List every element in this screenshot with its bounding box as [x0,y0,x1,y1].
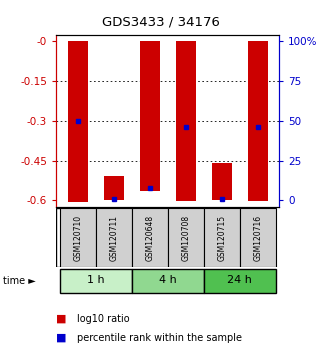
FancyBboxPatch shape [132,208,168,267]
FancyBboxPatch shape [204,208,240,267]
Text: time ►: time ► [3,276,36,286]
Bar [176,41,195,201]
Text: GDS3433 / 34176: GDS3433 / 34176 [101,16,220,29]
FancyBboxPatch shape [60,269,132,293]
FancyBboxPatch shape [132,269,204,293]
Bar [212,163,231,200]
FancyBboxPatch shape [204,269,276,293]
FancyBboxPatch shape [240,208,276,267]
Text: GSM120715: GSM120715 [217,215,226,261]
Text: GSM120711: GSM120711 [109,215,118,261]
Bar [104,177,124,200]
Text: ■: ■ [56,314,67,324]
FancyBboxPatch shape [56,208,272,267]
Text: GSM120708: GSM120708 [181,215,190,261]
Text: GSM120710: GSM120710 [73,215,82,261]
Text: 4 h: 4 h [159,275,177,285]
Text: GSM120648: GSM120648 [145,215,154,261]
FancyBboxPatch shape [168,208,204,267]
FancyBboxPatch shape [96,208,132,267]
FancyBboxPatch shape [60,208,96,267]
Text: percentile rank within the sample: percentile rank within the sample [77,333,242,343]
Text: 1 h: 1 h [87,275,105,285]
Bar [68,41,88,202]
Text: ■: ■ [56,333,67,343]
Text: 24 h: 24 h [227,275,252,285]
Bar [248,41,268,201]
Text: GSM120716: GSM120716 [253,215,262,261]
Bar [140,41,160,191]
Text: log10 ratio: log10 ratio [77,314,130,324]
